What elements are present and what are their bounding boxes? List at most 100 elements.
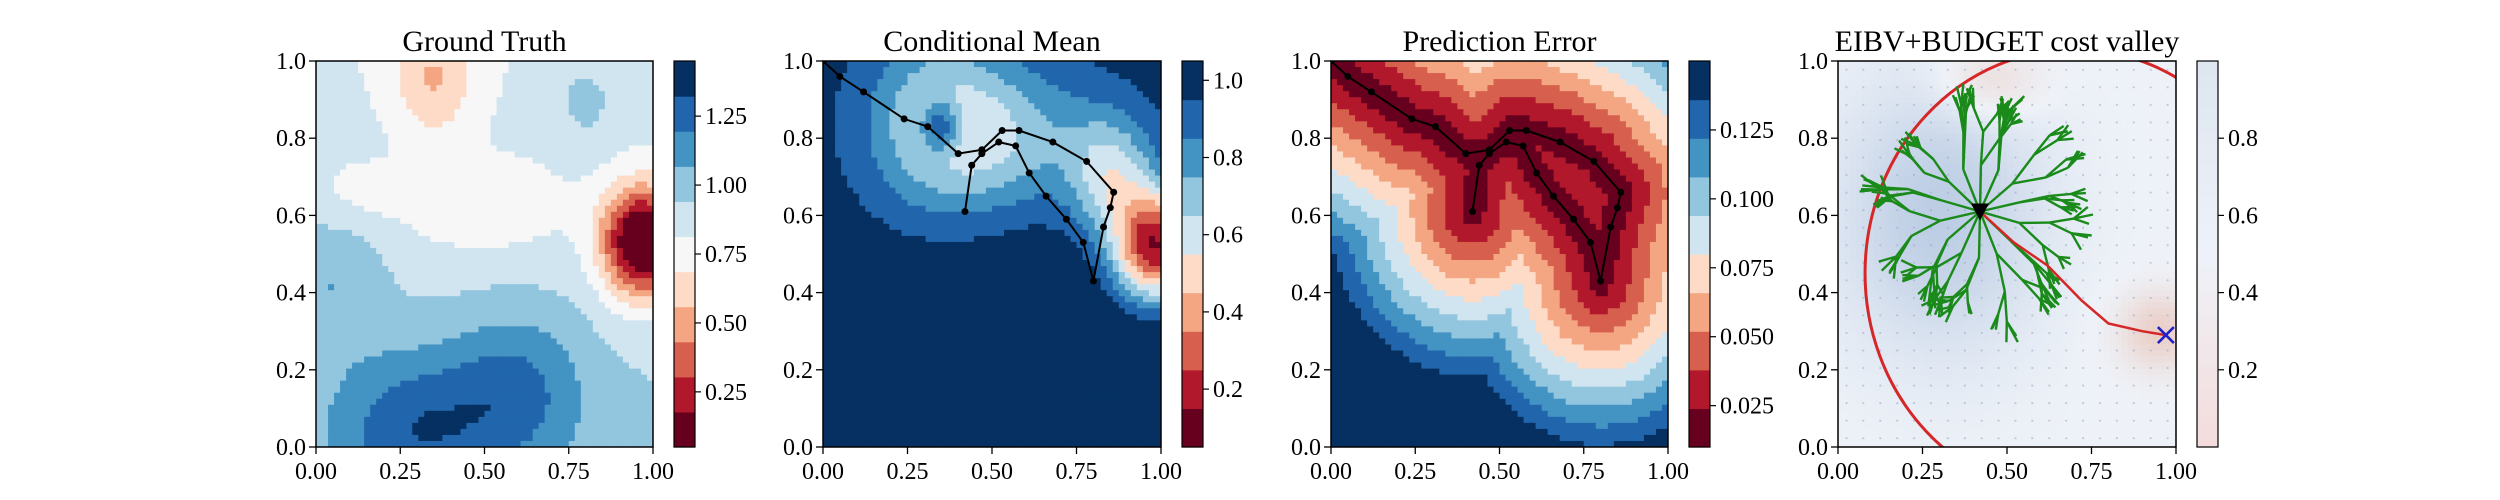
- heatmap-cell: [364, 235, 371, 243]
- heatmap-cell: [616, 115, 624, 122]
- heatmap-cell: [829, 157, 836, 165]
- heatmap-cell: [1070, 199, 1078, 207]
- heatmap-cell: [508, 392, 516, 400]
- heatmap-cell: [334, 278, 341, 285]
- heatmap-cell: [532, 254, 540, 261]
- heatmap-cell: [1154, 127, 1161, 134]
- heatmap-cell: [436, 139, 443, 147]
- heatmap-cell: [562, 434, 570, 442]
- heatmap-cell: [376, 272, 383, 279]
- heatmap-cell: [322, 410, 329, 418]
- heatmap-cell: [544, 410, 552, 418]
- heatmap-cell: [598, 241, 606, 249]
- heatmap-cell: [610, 97, 618, 104]
- heatmap-cell: [460, 350, 468, 358]
- heatmap-cell: [424, 103, 431, 110]
- heatmap-cell: [514, 235, 522, 243]
- heatmap-cell: [502, 314, 510, 321]
- heatmap-cell: [436, 272, 443, 279]
- heatmap-cell: [472, 103, 480, 110]
- heatmap-cell: [1004, 193, 1011, 201]
- heatmap-cell: [436, 356, 443, 364]
- heatmap-cell: [520, 362, 528, 370]
- heatmap-cell: [544, 181, 552, 189]
- heatmap-cell: [394, 79, 401, 86]
- heatmap-cell: [604, 163, 612, 171]
- heatmap-cell: [478, 410, 486, 418]
- heatmap-cell: [406, 97, 413, 104]
- heatmap-cell: [376, 79, 383, 86]
- heatmap-cell: [496, 284, 504, 291]
- heatmap-cell: [448, 199, 456, 207]
- heatmap-cell: [520, 97, 528, 104]
- heatmap-cell: [436, 254, 443, 261]
- heatmap-cell: [532, 428, 540, 436]
- heatmap-cell: [406, 410, 413, 418]
- heatmap-cell: [1142, 169, 1150, 177]
- heatmap-cell: [430, 139, 437, 147]
- heatmap-cell: [484, 398, 492, 406]
- heatmap-cell: [562, 404, 570, 412]
- heatmap-cell: [580, 247, 588, 255]
- heatmap-cell: [1016, 145, 1023, 153]
- heatmap-cell: [1046, 175, 1053, 183]
- heatmap-cell: [430, 235, 437, 243]
- heatmap-cell: [1148, 169, 1156, 177]
- heatmap-cell: [550, 272, 558, 279]
- heatmap-cell: [442, 241, 449, 249]
- heatmap-cell: [1058, 91, 1066, 98]
- heatmap-cell: [574, 247, 582, 255]
- heatmap-cell: [520, 223, 528, 231]
- heatmap-cell: [610, 247, 618, 255]
- y-tick-label: 0.8: [276, 126, 306, 152]
- heatmap-cell: [472, 97, 480, 104]
- heatmap-cell: [496, 73, 504, 80]
- heatmap-cell: [949, 181, 957, 189]
- heatmap-cell: [394, 127, 401, 134]
- heatmap-cell: [568, 121, 576, 128]
- heatmap-cell: [544, 386, 552, 394]
- heatmap-cell: [532, 223, 540, 231]
- heatmap-cell: [598, 314, 606, 321]
- heatmap-cell: [1046, 103, 1053, 110]
- heatmap-cell: [454, 410, 462, 418]
- heatmap-cell: [1106, 169, 1114, 177]
- heatmap-cell: [925, 67, 933, 74]
- heatmap-cell: [1022, 199, 1029, 207]
- heatmap-cell: [514, 362, 522, 370]
- heatmap-cell: [640, 139, 648, 147]
- heatmap-cell: [454, 199, 462, 207]
- heatmap-cell: [394, 374, 401, 382]
- heatmap-cell: [496, 386, 504, 394]
- heatmap-cell: [1118, 85, 1126, 92]
- heatmap-cell: [496, 217, 504, 225]
- heatmap-cell: [544, 109, 552, 116]
- heatmap-cell: [334, 260, 341, 267]
- heatmap-cell: [853, 91, 860, 98]
- heatmap-cell: [901, 163, 909, 171]
- heatmap-cell: [478, 326, 486, 334]
- heatmap-cell: [424, 187, 431, 195]
- heatmap-cell: [448, 416, 456, 424]
- heatmap-cell: [640, 338, 648, 346]
- heatmap-cell: [406, 79, 413, 86]
- heatmap-cell: [538, 127, 546, 134]
- heatmap-cell: [508, 169, 516, 177]
- heatmap-cell: [424, 392, 431, 400]
- heatmap-cell: [322, 79, 329, 86]
- heatmap-cell: [418, 356, 425, 364]
- heatmap-cell: [634, 320, 642, 327]
- heatmap-cell: [1094, 115, 1102, 122]
- heatmap-cell: [376, 314, 383, 321]
- heatmap-cell: [1106, 133, 1114, 141]
- heatmap-cell: [514, 326, 522, 334]
- heatmap-cell: [490, 272, 498, 279]
- heatmap-cell: [829, 181, 836, 189]
- heatmap-cell: [382, 85, 389, 92]
- heatmap-cell: [925, 181, 933, 189]
- heatmap-cell: [502, 193, 510, 201]
- heatmap-cell: [316, 272, 323, 279]
- heatmap-cell: [1004, 109, 1011, 116]
- heatmap-cell: [352, 356, 359, 364]
- heatmap-cell: [466, 103, 474, 110]
